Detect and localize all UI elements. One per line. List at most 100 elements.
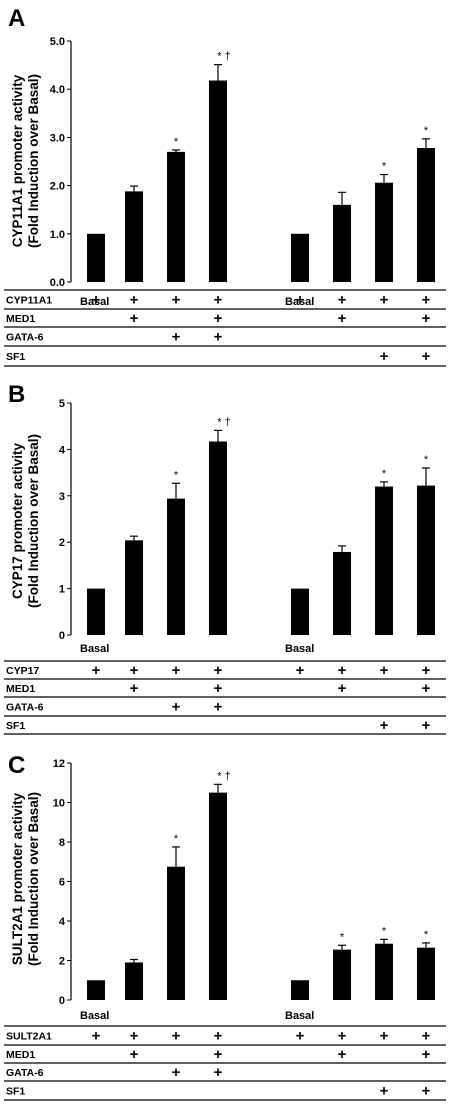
treatment-plus-c: + [338, 1046, 347, 1063]
y-axis-title-line1-a: CYP11A1 promoter activity [10, 74, 25, 247]
treatment-plus-a: + [422, 348, 431, 365]
treatment-row-label-a: CYP11A1 [6, 295, 52, 307]
group-label-basal-c: Basal [285, 1010, 314, 1022]
bar-a [167, 151, 185, 282]
y-tick-label-c: 2 [59, 956, 65, 968]
treatment-plus-b: + [338, 680, 347, 697]
y-axis-title-line2-b: (Fold Induction over Basal) [26, 434, 41, 608]
y-axis-title-line2-c: (Fold Induction over Basal) [26, 792, 41, 966]
bar-b [375, 486, 393, 635]
y-tick-label-b: 0 [59, 630, 65, 642]
bar-b [333, 551, 351, 635]
panel-a: A CYP11A1 promoter activity (Fold Inductio… [0, 0, 450, 375]
treatment-plus-c: + [422, 1028, 431, 1045]
treatment-plus-a: + [380, 292, 389, 309]
bar-c [291, 980, 309, 1000]
treatment-plus-a: + [92, 292, 101, 309]
y-tick-label-a: 1.0 [50, 229, 65, 241]
y-tick-label-b: 3 [59, 491, 65, 503]
treatment-plus-b: + [130, 662, 139, 679]
bar-c [167, 866, 185, 1000]
treatment-plus-c: + [380, 1028, 389, 1045]
panel-label-a: A [8, 5, 25, 32]
treatment-plus-b: + [422, 717, 431, 734]
treatment-plus-b: + [214, 662, 223, 679]
treatment-plus-b: + [214, 680, 223, 697]
treatment-plus-b: + [422, 680, 431, 697]
treatment-plus-a: + [338, 292, 347, 309]
treatment-row-label-b: GATA-6 [6, 702, 44, 714]
treatment-plus-b: + [380, 717, 389, 734]
bar-c [417, 947, 435, 1000]
significance-mark-b: * [174, 469, 179, 481]
group-label-basal-b: Basal [285, 643, 314, 655]
panel-label-b: B [8, 381, 25, 408]
treatment-plus-a: + [214, 292, 223, 309]
chart-b-svg: B CYP17 promoter activity (Fold Induction … [4, 381, 446, 735]
treatment-plus-b: + [172, 662, 181, 679]
treatment-plus-c: + [422, 1046, 431, 1063]
treatment-plus-c: + [130, 1046, 139, 1063]
treatment-row-label-c: SULT2A1 [6, 1031, 52, 1043]
y-tick-label-a: 2.0 [50, 181, 65, 193]
y-tick-label-a: 4.0 [50, 84, 65, 96]
bar-b [167, 498, 185, 635]
treatment-row-label-b: SF1 [6, 720, 25, 732]
group-label-basal-c: Basal [80, 1010, 109, 1022]
bar-b [209, 441, 227, 635]
treatment-plus-a: + [422, 292, 431, 309]
significance-mark-a: * † [217, 51, 230, 63]
significance-mark-c: * [340, 931, 345, 943]
treatment-row-label-c: SF1 [6, 1086, 25, 1098]
y-tick-label-c: 0 [59, 995, 65, 1007]
treatment-plus-c: + [380, 1083, 389, 1100]
bar-a [87, 233, 105, 282]
bar-c [87, 980, 105, 1000]
treatment-plus-a: + [214, 329, 223, 346]
treatment-plus-b: + [338, 662, 347, 679]
y-tick-label-a: 5.0 [50, 36, 65, 48]
y-tick-label-c: 10 [53, 798, 65, 810]
panel-c: C SULT2A1 promoter activity (Fold Inductio… [0, 747, 450, 1117]
treatment-plus-b: + [172, 699, 181, 716]
bar-c [125, 962, 143, 1000]
treatment-row-label-b: MED1 [6, 683, 35, 695]
treatment-plus-c: + [338, 1028, 347, 1045]
treatment-plus-a: + [338, 310, 347, 327]
bar-a [125, 191, 143, 282]
y-tick-label-c: 6 [59, 877, 65, 889]
significance-mark-b: * † [217, 416, 230, 428]
significance-mark-c: * [174, 833, 179, 845]
bar-b [291, 588, 309, 635]
treatment-plus-b: + [214, 699, 223, 716]
y-tick-label-b: 2 [59, 537, 65, 549]
group-label-basal-b: Basal [80, 643, 109, 655]
treatment-plus-c: + [172, 1028, 181, 1045]
significance-mark-a: * [174, 136, 179, 148]
group-label-basal-a: Basal [285, 296, 314, 308]
y-tick-label-c: 8 [59, 837, 65, 849]
bar-a [209, 80, 227, 282]
treatment-plus-b: + [92, 662, 101, 679]
y-tick-label-a: 3.0 [50, 132, 65, 144]
bar-b [125, 540, 143, 635]
significance-mark-a: * [424, 125, 429, 137]
treatment-plus-c: + [214, 1046, 223, 1063]
bar-b [417, 485, 435, 635]
treatment-row-label-a: MED1 [6, 313, 35, 325]
significance-mark-c: * [382, 925, 387, 937]
treatment-plus-c: + [92, 1028, 101, 1045]
group-label-basal-a: Basal [80, 296, 109, 308]
treatment-plus-a: + [214, 310, 223, 327]
y-axis-title-line1-b: CYP17 promoter activity [10, 442, 25, 599]
treatment-row-label-a: SF1 [6, 351, 25, 363]
y-tick-label-a: 0.0 [50, 277, 65, 289]
treatment-plus-b: + [296, 662, 305, 679]
bar-b [87, 588, 105, 635]
significance-mark-b: * [424, 454, 429, 466]
treatment-plus-a: + [380, 348, 389, 365]
bar-a [417, 148, 435, 282]
bar-c [333, 949, 351, 1000]
significance-mark-b: * [382, 468, 387, 480]
treatment-plus-a: + [172, 329, 181, 346]
